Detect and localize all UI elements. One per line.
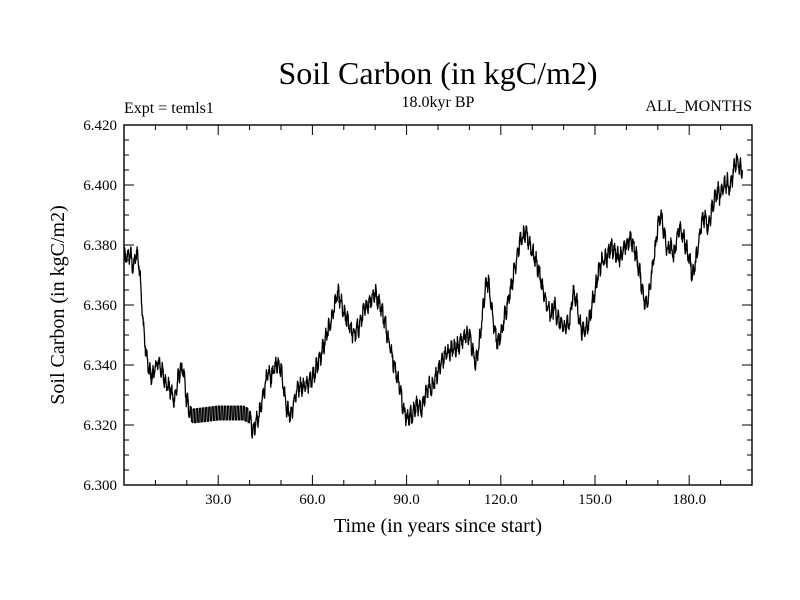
x-tick-label: 180.0 [672, 492, 706, 508]
x-tick-label: 30.0 [205, 492, 231, 508]
experiment-label: Expt = temls1 [124, 100, 214, 117]
y-tick-label: 6.320 [83, 418, 117, 434]
chart-layer: Soil Carbon (in kgC/m2) 18.0kyr BP Expt = … [47, 55, 753, 537]
y-axis-label: Soil Carbon (in kgC/m2) [47, 205, 69, 404]
chart-subtitle: 18.0kyr BP [402, 94, 475, 111]
x-tick-label: 150.0 [578, 492, 612, 508]
plot-frame [123, 124, 753, 486]
y-tick-label: 6.360 [83, 298, 117, 314]
y-tick-label: 6.300 [83, 478, 117, 494]
x-axis-label: Time (in years since start) [334, 515, 542, 537]
x-tick-label: 60.0 [299, 492, 325, 508]
y-tick-label: 6.400 [83, 178, 117, 194]
y-tick-label: 6.420 [83, 118, 117, 134]
y-tick-label: 6.340 [83, 358, 117, 374]
x-tick-label: 120.0 [484, 492, 518, 508]
series-line-soil-carbon [123, 153, 743, 439]
chart-title: Soil Carbon (in kgC/m2) [278, 55, 597, 91]
x-tick-label: 90.0 [393, 492, 419, 508]
months-label: ALL_MONTHS [645, 98, 752, 115]
y-tick-label: 6.380 [83, 238, 117, 254]
